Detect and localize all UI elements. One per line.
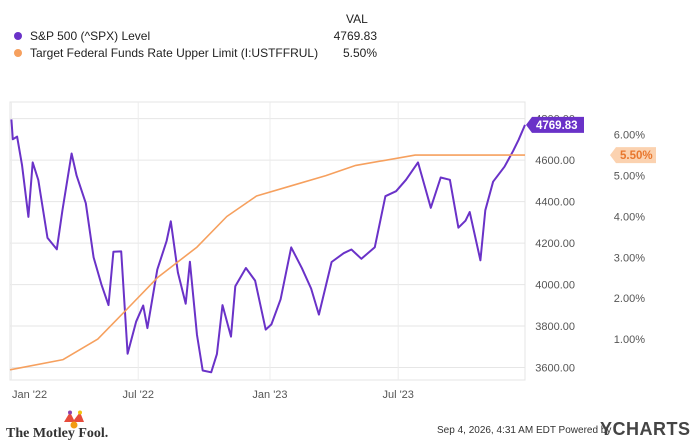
y-axis-right: 1.00% 2.00% 3.00% 4.00% 5.00% 6.00% (614, 130, 645, 346)
x-tick-label: Jan '22 (12, 389, 47, 401)
legend-name-spx: S&P 500 (^SPX) Level (30, 29, 151, 43)
y-left-tick-label: 4200.00 (535, 238, 575, 250)
x-axis: Jan '22 Jul '22 Jan '23 Jul '23 (12, 389, 414, 401)
y-left-tick-label: 4000.00 (535, 280, 575, 292)
y-right-tick-label: 1.00% (614, 334, 645, 346)
motley-fool-logo: The Motley Fool. (6, 410, 108, 440)
end-label-fedfunds: 5.50% (610, 147, 656, 164)
legend-value-spx: 4769.83 (333, 29, 377, 43)
legend-value-fedfunds: 5.50% (342, 46, 377, 60)
legend-item-fedfunds: Target Federal Funds Rate Upper Limit (I… (14, 45, 377, 61)
y-axis-left: 3600.00 3800.00 4000.00 4200.00 4400.00 4600.… (535, 114, 575, 375)
series-lines (9, 119, 526, 374)
grid-lines (9, 101, 526, 381)
legend-header: VAL (346, 12, 368, 26)
end-label-spx: 4769.83 (526, 116, 584, 133)
motley-fool-wordmark: The Motley Fool. (6, 426, 108, 440)
y-left-tick-label: 4400.00 (535, 197, 575, 209)
jester-hat-icon (64, 410, 84, 429)
plot-frame (9, 101, 526, 381)
series-line-fedfunds (9, 154, 525, 371)
y-right-tick-label: 2.00% (614, 293, 645, 305)
y-right-tick-label: 3.00% (614, 252, 645, 264)
end-label-fedfunds-text: 5.50% (620, 150, 653, 162)
y-right-tick-label: 6.00% (614, 130, 645, 142)
end-label-spx-bg (526, 116, 584, 133)
end-label-spx-text: 4769.83 (536, 120, 578, 132)
legend-name-fedfunds: Target Federal Funds Rate Upper Limit (I… (30, 46, 319, 60)
end-labels: 4769.83 5.50% (526, 116, 656, 164)
ycharts-logo: YCHARTS (600, 419, 691, 440)
end-label-fedfunds-bg (610, 147, 656, 164)
y-left-tick-label: 3800.00 (535, 321, 575, 333)
timestamp: Sep 4, 2026, 4:31 AM EDT Powered by (437, 425, 612, 436)
y-left-tick-label: 4600.00 (535, 155, 575, 167)
series-line-spx (10, 119, 526, 374)
legend-item-spx: S&P 500 (^SPX) Level 4769.83 (14, 28, 377, 44)
legend-dot-fedfunds (14, 49, 22, 57)
legend-dot-spx (14, 32, 22, 40)
y-left-tick-label: 3600.00 (535, 363, 575, 375)
y-right-tick-label: 4.00% (614, 211, 645, 223)
x-tick-label: Jan '23 (252, 389, 287, 401)
x-tick-label: Jul '23 (382, 389, 413, 401)
x-tick-label: Jul '22 (122, 389, 153, 401)
ycharts-wordmark: YCHARTS (600, 419, 691, 439)
y-right-tick-label: 5.00% (614, 171, 645, 183)
